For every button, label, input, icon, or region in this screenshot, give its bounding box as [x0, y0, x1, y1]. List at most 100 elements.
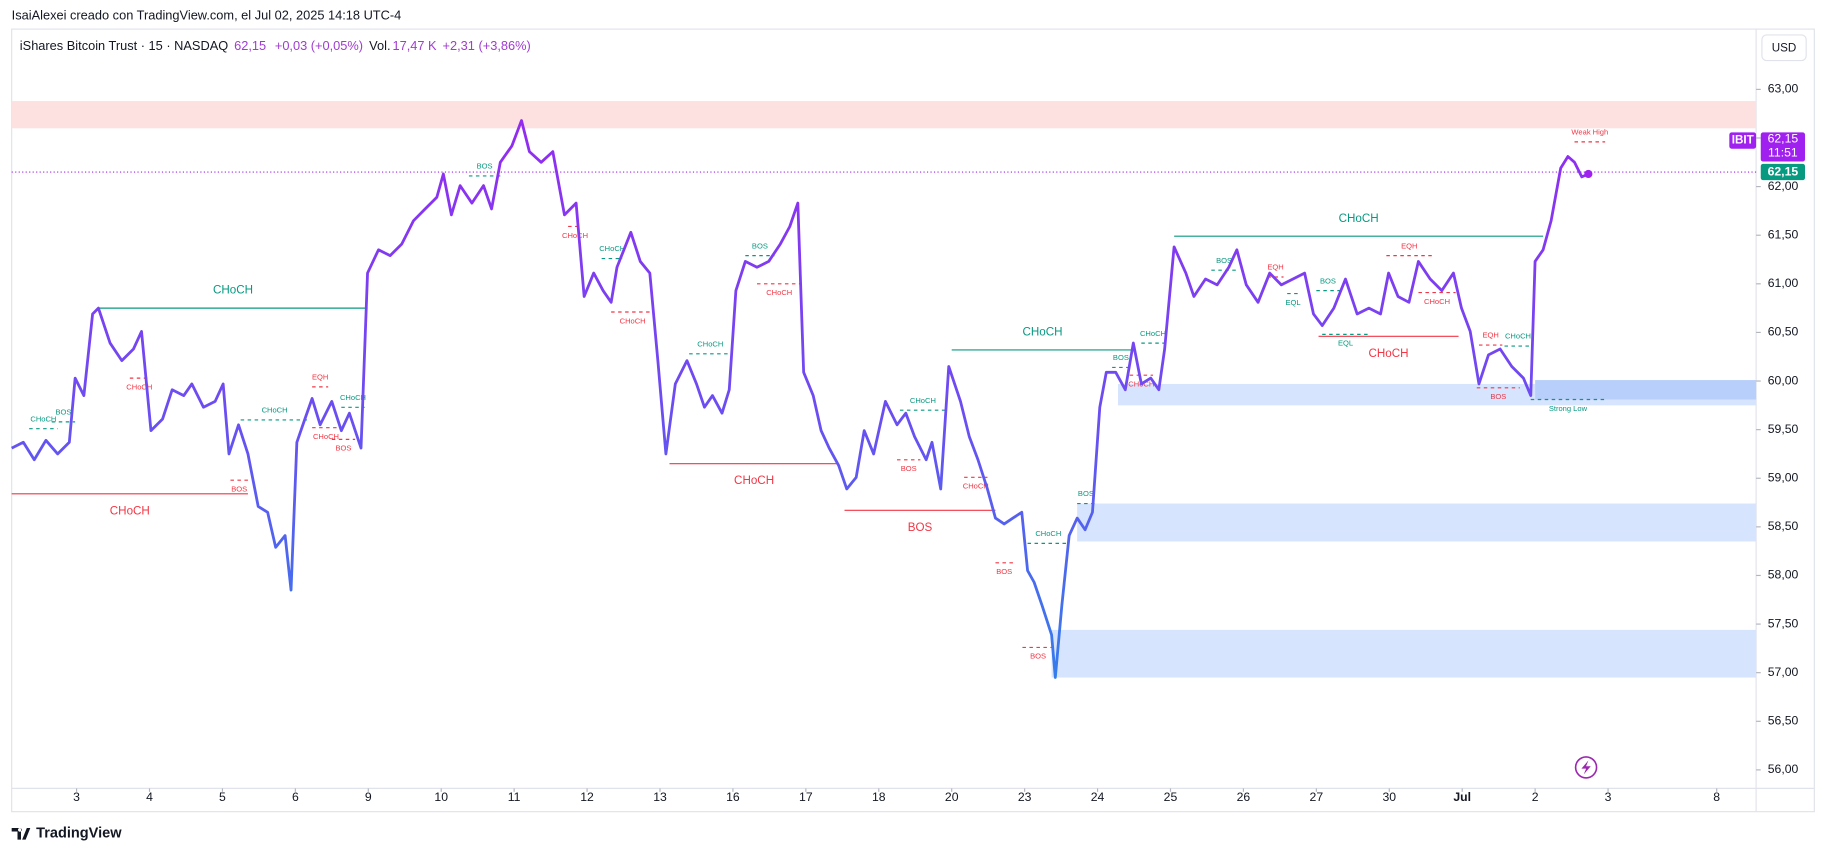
structure-label: EQH	[1267, 263, 1283, 272]
structure-label: CHoCH	[766, 288, 792, 297]
x-tick-label: 27	[1310, 790, 1324, 804]
last-price-box	[1760, 163, 1806, 181]
price-badge-time: 11:51	[1768, 146, 1798, 160]
x-tick-label: 4	[146, 790, 153, 804]
structure-label: EQL	[1285, 298, 1300, 307]
x-tick-label: 2	[1532, 790, 1539, 804]
zone	[11, 101, 1757, 129]
structure-label: CHoCH	[963, 482, 989, 491]
structure-label: CHoCH	[126, 382, 152, 391]
structure-label: CHoCH	[1339, 212, 1379, 225]
structure-label: BOS	[1216, 256, 1232, 265]
currency-button[interactable]	[1761, 34, 1807, 62]
structure-label: CHoCH	[30, 414, 56, 423]
frame	[11, 28, 1815, 813]
zone	[1077, 503, 1757, 542]
vol-change: +2,31 (+3,86%)	[443, 38, 531, 53]
price-badge	[1760, 132, 1806, 162]
structure-label: CHoCH	[562, 231, 588, 240]
currency[interactable]: USD	[1772, 41, 1797, 54]
x-tick-label: 9	[365, 790, 372, 804]
structure-label: CHoCH	[910, 396, 936, 405]
structure-label: EQH	[312, 373, 328, 382]
x-tick-label: 13	[653, 790, 667, 804]
structure-label: CHoCH	[620, 316, 646, 325]
structure-label: CHoCH	[262, 406, 288, 415]
x-tick-label: 20	[945, 790, 959, 804]
structure-label: BOS	[901, 464, 917, 473]
structure-label: CHoCH	[1505, 332, 1531, 341]
zone	[1051, 629, 1757, 678]
structure-label: BOS	[1078, 489, 1094, 498]
logo-mark	[11, 827, 31, 840]
x-tick-label: 3	[73, 790, 80, 804]
last-point	[1584, 169, 1593, 179]
header-change: +0,03 (+0,05%)	[275, 38, 363, 53]
x-tick-label: 11	[508, 790, 521, 804]
structure-label: CHoCH	[1035, 529, 1061, 538]
brand-logo	[11, 827, 31, 840]
structure-label: BOS	[1490, 392, 1506, 401]
icon-bolt[interactable]	[1581, 760, 1591, 775]
y-tick-label: 57,00	[1768, 665, 1799, 679]
y-tick-label: 63,00	[1768, 82, 1799, 96]
structure-label: BOS	[55, 408, 71, 417]
x-tick-label: 23	[1018, 790, 1032, 804]
x-tick-label: 25	[1164, 790, 1178, 804]
y-tick-label: 61,00	[1768, 276, 1799, 290]
structure-label: BOS	[336, 444, 352, 453]
structure-label: BOS	[996, 567, 1012, 576]
structure-label: Strong Low	[1549, 404, 1588, 413]
price-series	[11, 119, 1589, 679]
header-price: 62,15	[234, 38, 266, 53]
structure-label: BOS	[752, 241, 768, 250]
structure-label: BOS	[477, 162, 493, 171]
structure-label: CHoCH	[340, 393, 366, 402]
structure-label: BOS	[1320, 276, 1336, 285]
structure-label: EQH	[1401, 241, 1417, 250]
structure-label: CHoCH	[734, 474, 774, 487]
x-tick-label: 5	[219, 790, 226, 804]
structure-label: CHoCH	[1140, 329, 1166, 338]
structure-label: EQH	[1482, 331, 1498, 340]
lightning-icon[interactable]	[1574, 756, 1598, 779]
y-tick-label: 62,00	[1768, 179, 1799, 193]
structure-label: CHoCH	[599, 244, 625, 253]
structure-label: CHoCH	[697, 339, 723, 348]
x-tick-label: 3	[1605, 790, 1612, 804]
structure-label: BOS	[1030, 652, 1046, 661]
x-tick-label: 10	[434, 790, 448, 804]
structure-label: CHoCH	[110, 504, 150, 517]
structure-label: BOS	[231, 485, 247, 494]
x-tick-label: 26	[1237, 790, 1251, 804]
y-tick-label: 56,00	[1768, 762, 1799, 776]
structure-label: Weak High	[1571, 128, 1608, 137]
creator-note: IsaiAlexei creado con TradingView.com, e…	[12, 8, 402, 23]
y-tick-label: 61,50	[1768, 227, 1799, 241]
y-tick-label: 60,00	[1768, 373, 1799, 387]
structure-label: BOS	[908, 521, 933, 534]
last-price-label: 62,15	[1768, 164, 1799, 178]
price-badge-value: 62,15	[1768, 132, 1799, 146]
y-tick-label: 57,50	[1768, 616, 1799, 630]
structure-label: CHoCH	[1369, 347, 1409, 360]
y-tick-label: 59,00	[1768, 470, 1799, 484]
x-tick-label: 12	[580, 790, 594, 804]
structure-label: CHoCH	[1424, 297, 1450, 306]
x-tick-label: 16	[726, 790, 740, 804]
structure-label: EQL	[1338, 339, 1353, 348]
structure-label: CHoCH	[313, 432, 339, 441]
structure-label: BOS	[1113, 353, 1129, 362]
symbol-badge-label: IBIT	[1732, 134, 1754, 147]
vol: 17,47 K	[392, 38, 437, 53]
y-tick-label: 58,00	[1768, 568, 1799, 582]
structure-label: CHoCH	[1022, 326, 1062, 339]
vol-label: Vol.	[369, 38, 390, 53]
symbol: iShares Bitcoin Trust · 15 · NASDAQ	[20, 38, 228, 53]
y-tick-label: 60,50	[1768, 325, 1799, 339]
x-tick-label: 24	[1091, 790, 1105, 804]
icon-ring[interactable]	[1574, 756, 1598, 779]
y-tick-label: 56,50	[1768, 714, 1799, 728]
